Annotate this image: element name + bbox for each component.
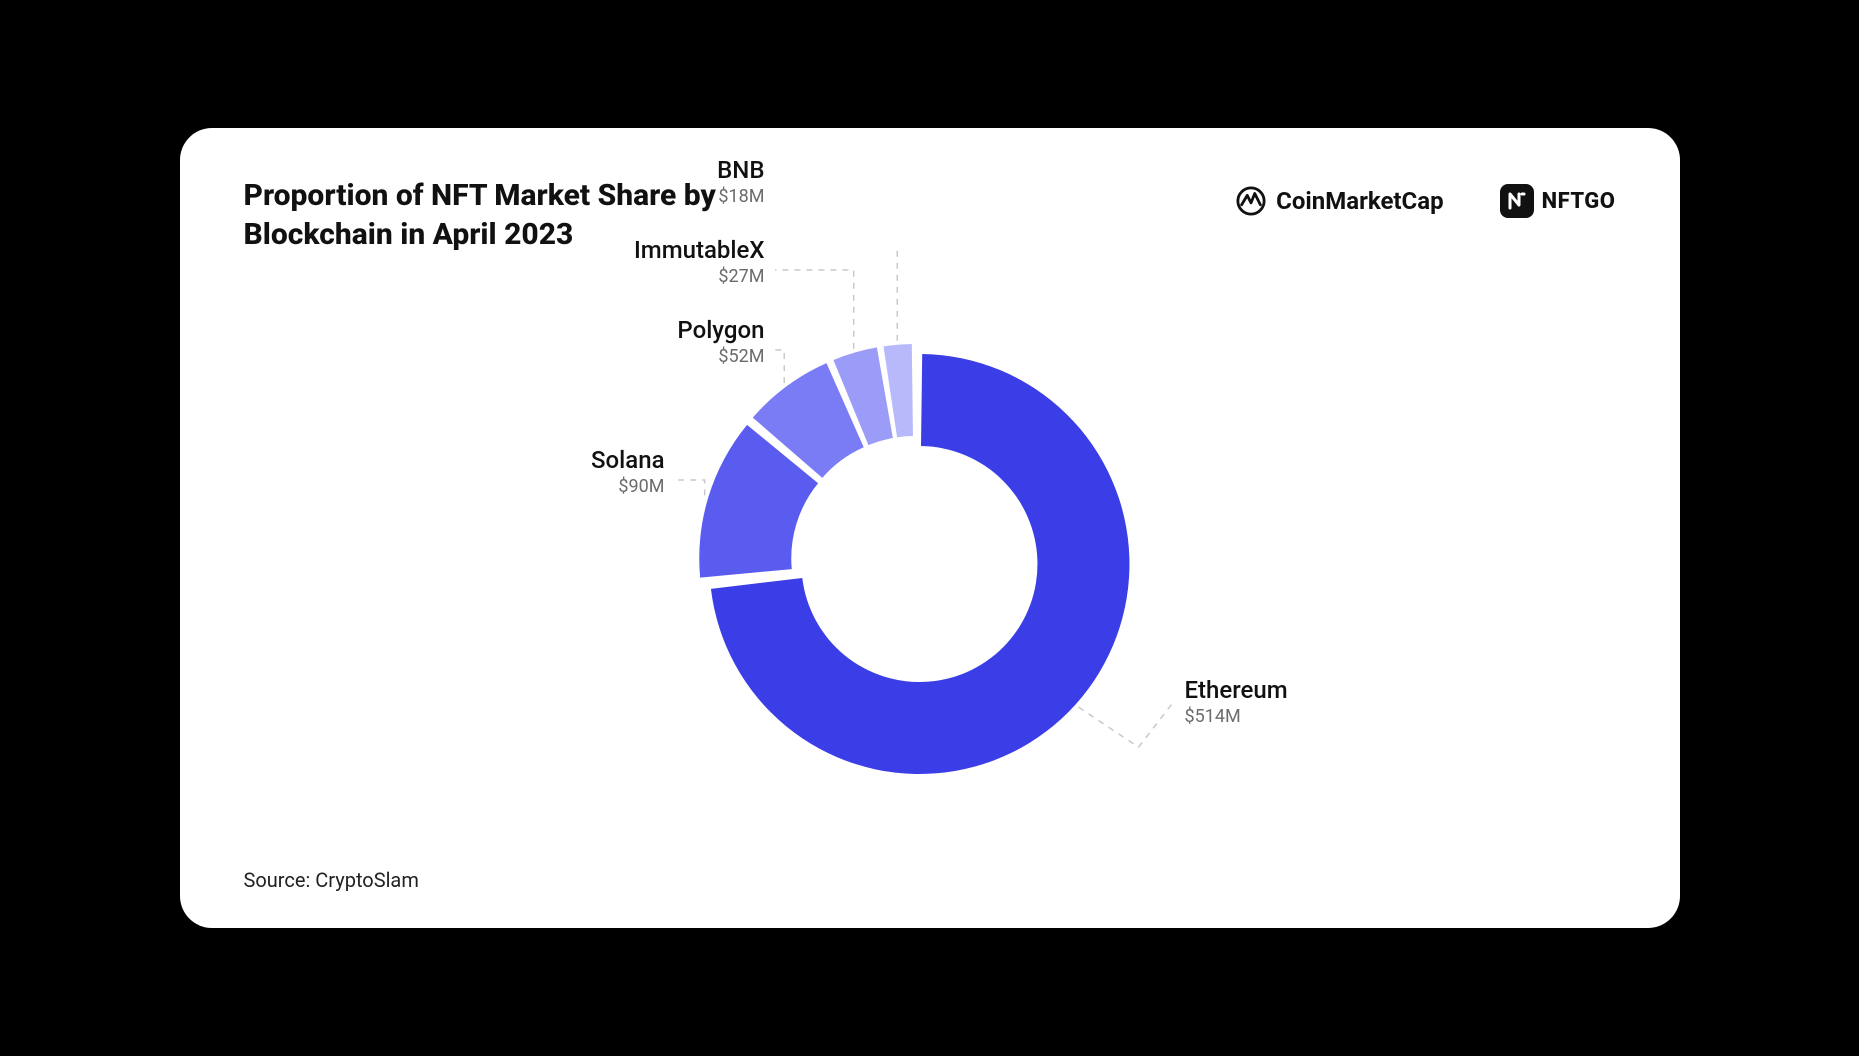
slice-value: $27M [605, 266, 765, 287]
slice-name: Solana [505, 446, 665, 474]
slice-label-ethereum: Ethereum$514M [1185, 676, 1345, 727]
brand-coinmarketcap-label: CoinMarketCap [1276, 187, 1443, 215]
slice-value: $90M [505, 476, 665, 497]
leader-line [675, 480, 705, 495]
slice-name: Ethereum [1185, 676, 1345, 704]
leader-line [1078, 700, 1174, 747]
brand-nftgo: NFTGO [1500, 184, 1616, 218]
brand-row: CoinMarketCap NFTGO [1236, 176, 1615, 218]
slice-value: $514M [1185, 706, 1345, 727]
leader-line [775, 248, 897, 341]
slice-name: BNB [605, 156, 765, 184]
slice-label-immutablex: ImmutableX$27M [605, 236, 765, 287]
chart-title: Proportion of NFT Market Share by Blockc… [244, 176, 864, 254]
coinmarketcap-icon [1236, 186, 1266, 216]
donut-chart [180, 248, 1680, 848]
chart-area: Ethereum$514MSolana$90MPolygon$52MImmuta… [180, 248, 1680, 848]
slice-label-bnb: BNB$18M [605, 156, 765, 207]
chart-card: Proportion of NFT Market Share by Blockc… [180, 128, 1680, 928]
brand-nftgo-label: NFTGO [1542, 189, 1616, 214]
slice-value: $52M [605, 346, 765, 367]
leader-line [775, 350, 784, 383]
slice-label-solana: Solana$90M [505, 446, 665, 497]
nftgo-icon [1500, 184, 1534, 218]
brand-coinmarketcap: CoinMarketCap [1236, 186, 1443, 216]
slice-value: $18M [605, 186, 765, 207]
slice-name: Polygon [605, 316, 765, 344]
slice-name: ImmutableX [605, 236, 765, 264]
slice-label-polygon: Polygon$52M [605, 316, 765, 367]
header: Proportion of NFT Market Share by Blockc… [244, 176, 1616, 254]
source-text: Source: CryptoSlam [244, 868, 419, 892]
leader-line [775, 270, 854, 349]
